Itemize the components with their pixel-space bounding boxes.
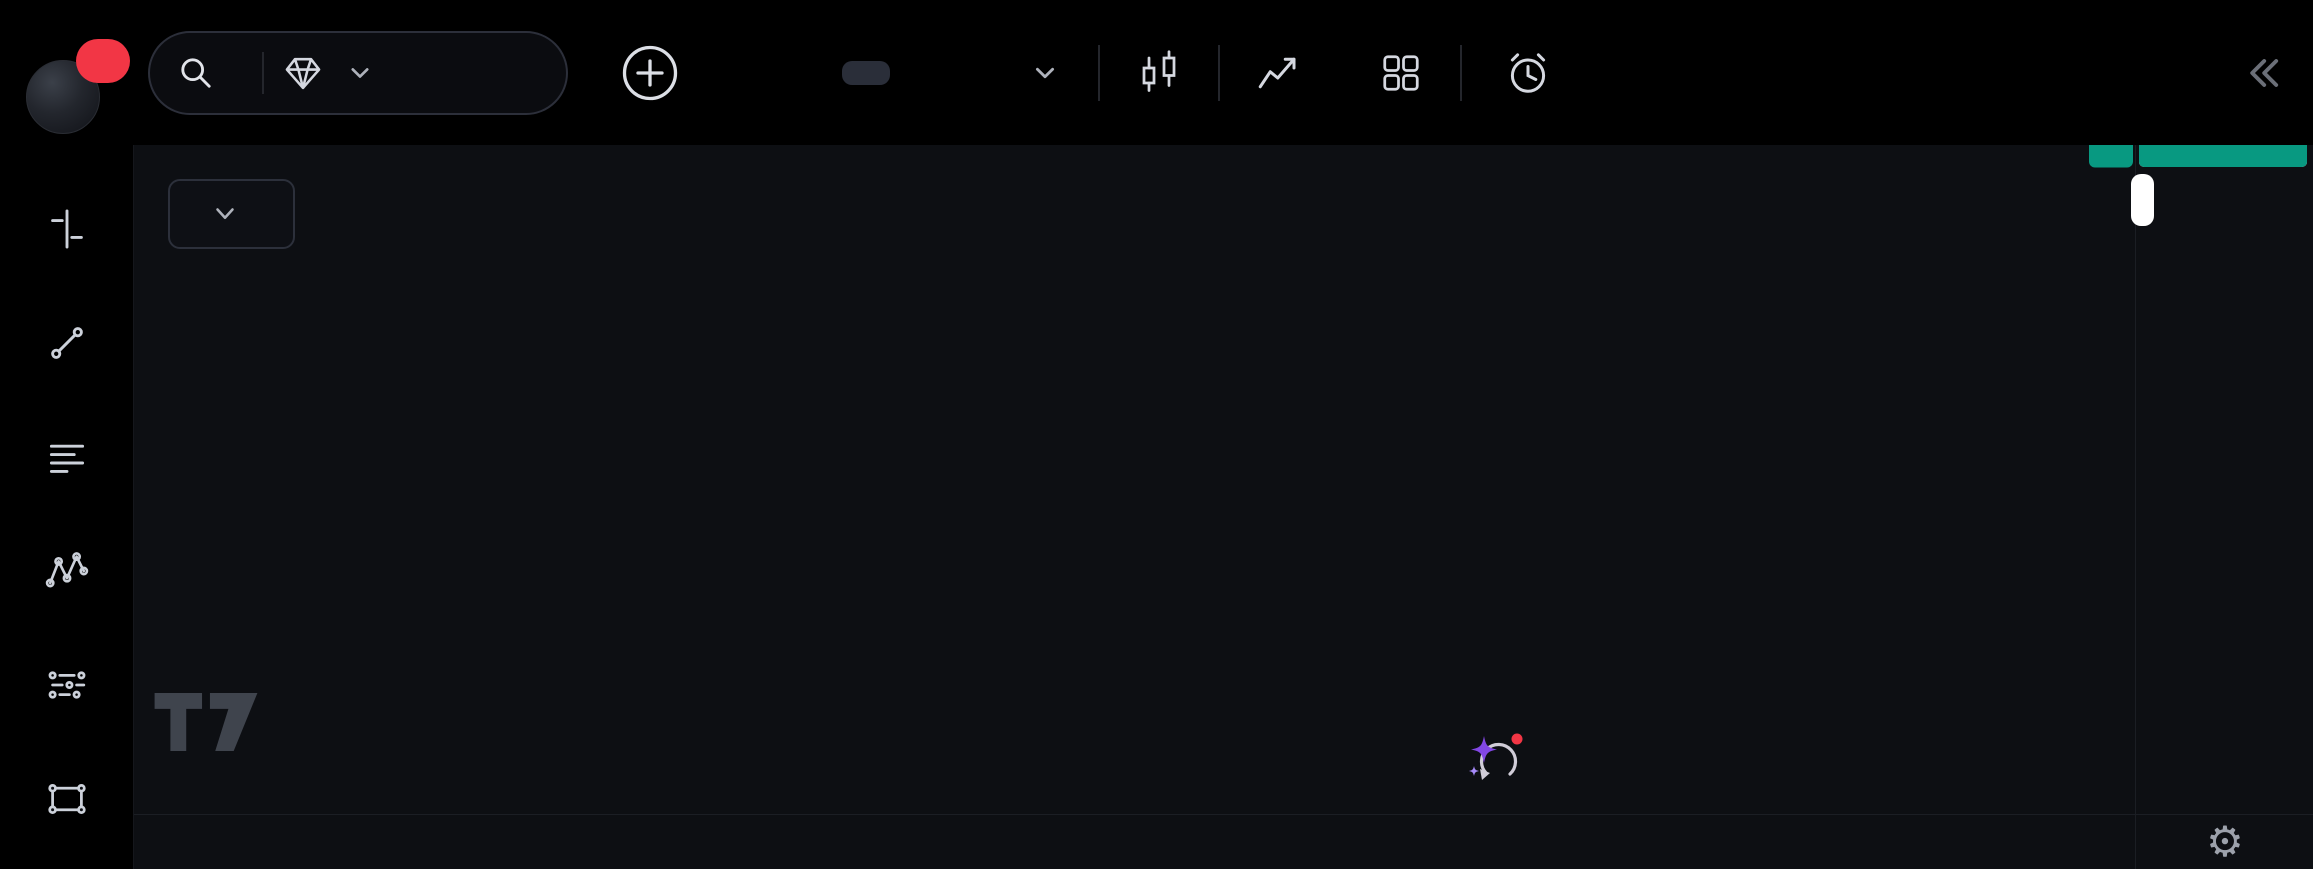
tool-forecast[interactable] (25, 649, 109, 721)
chevron-down-icon (351, 67, 369, 78)
indicators-button[interactable] (1254, 48, 1322, 98)
settings-button[interactable]: ⚙ (2206, 821, 2244, 863)
candlestick-chart (134, 145, 2135, 814)
top-toolbar (0, 0, 2313, 145)
double-chevron-left-icon (2250, 58, 2279, 87)
timeframe-1h[interactable] (900, 61, 932, 85)
sparkle-icon (1471, 736, 1497, 763)
tool-trend-line[interactable] (25, 307, 109, 379)
collapse-toolbar-button[interactable] (2239, 49, 2287, 97)
red-dot (1511, 733, 1523, 745)
tool-xabcd-pattern[interactable] (25, 535, 109, 607)
gear-icon: ⚙ (2206, 818, 2244, 865)
chart-plot[interactable] (134, 145, 2135, 814)
current-price-symbol-tag (2089, 145, 2133, 168)
timeframe-5m[interactable] (800, 61, 832, 85)
chevron-down-icon (215, 208, 234, 220)
add-symbol-button[interactable] (620, 43, 680, 103)
layout-grid-button[interactable] (1376, 48, 1426, 98)
circular-arrow-icon (1479, 742, 1518, 776)
alarm-clock-icon (1510, 52, 1546, 93)
timeframe-group (758, 54, 1064, 92)
horizontal-lines-icon (49, 444, 84, 473)
main-body: ⚙ (0, 123, 2313, 869)
price-scale[interactable] (2131, 123, 2313, 814)
tradingview-logo (144, 693, 268, 756)
grid-icon (1383, 54, 1419, 91)
timeframe-15m[interactable] (842, 60, 890, 85)
chart-style-button[interactable] (1134, 48, 1184, 98)
toolbar-separator (1218, 44, 1220, 101)
rectangle-icon (47, 783, 86, 815)
axis-corner: ⚙ (2135, 814, 2313, 869)
tool-rectangle[interactable] (25, 763, 109, 835)
trend-line-icon (50, 327, 83, 359)
scale-panel-sliver (2131, 174, 2154, 226)
indicators-icon (1258, 57, 1296, 88)
timeframe-dropdown-button[interactable] (1026, 54, 1064, 92)
alert-button[interactable] (1502, 47, 1572, 99)
time-axis[interactable] (134, 814, 2135, 869)
pill-divider (262, 51, 264, 94)
plus-circle-icon (622, 45, 678, 100)
chart-area[interactable]: ⚙ (133, 123, 2313, 869)
toolbar-separator (1460, 44, 1462, 101)
forecast-icon (48, 671, 85, 699)
timeframe-1d[interactable] (984, 61, 1016, 85)
ai-assistant-button[interactable] (1460, 726, 1532, 798)
user-menu-button[interactable] (14, 13, 130, 134)
symbol-search[interactable] (148, 30, 568, 115)
xabcd-pattern-icon (45, 552, 88, 588)
notification-badge (76, 38, 130, 83)
tool-crosshair[interactable] (25, 193, 109, 265)
timeframe-1m[interactable] (758, 61, 790, 85)
drawing-toolbar (0, 145, 133, 869)
gem-icon (285, 57, 321, 89)
chevron-down-icon (1035, 67, 1055, 78)
timeframe-4h[interactable] (942, 61, 974, 85)
crosshair-icon (50, 209, 83, 249)
search-icon (181, 57, 211, 88)
toolbar-separator (1098, 44, 1100, 101)
tool-horizontal-lines[interactable] (25, 421, 109, 493)
candlestick-icon (1142, 49, 1176, 92)
drawings-count-button[interactable] (168, 179, 295, 249)
